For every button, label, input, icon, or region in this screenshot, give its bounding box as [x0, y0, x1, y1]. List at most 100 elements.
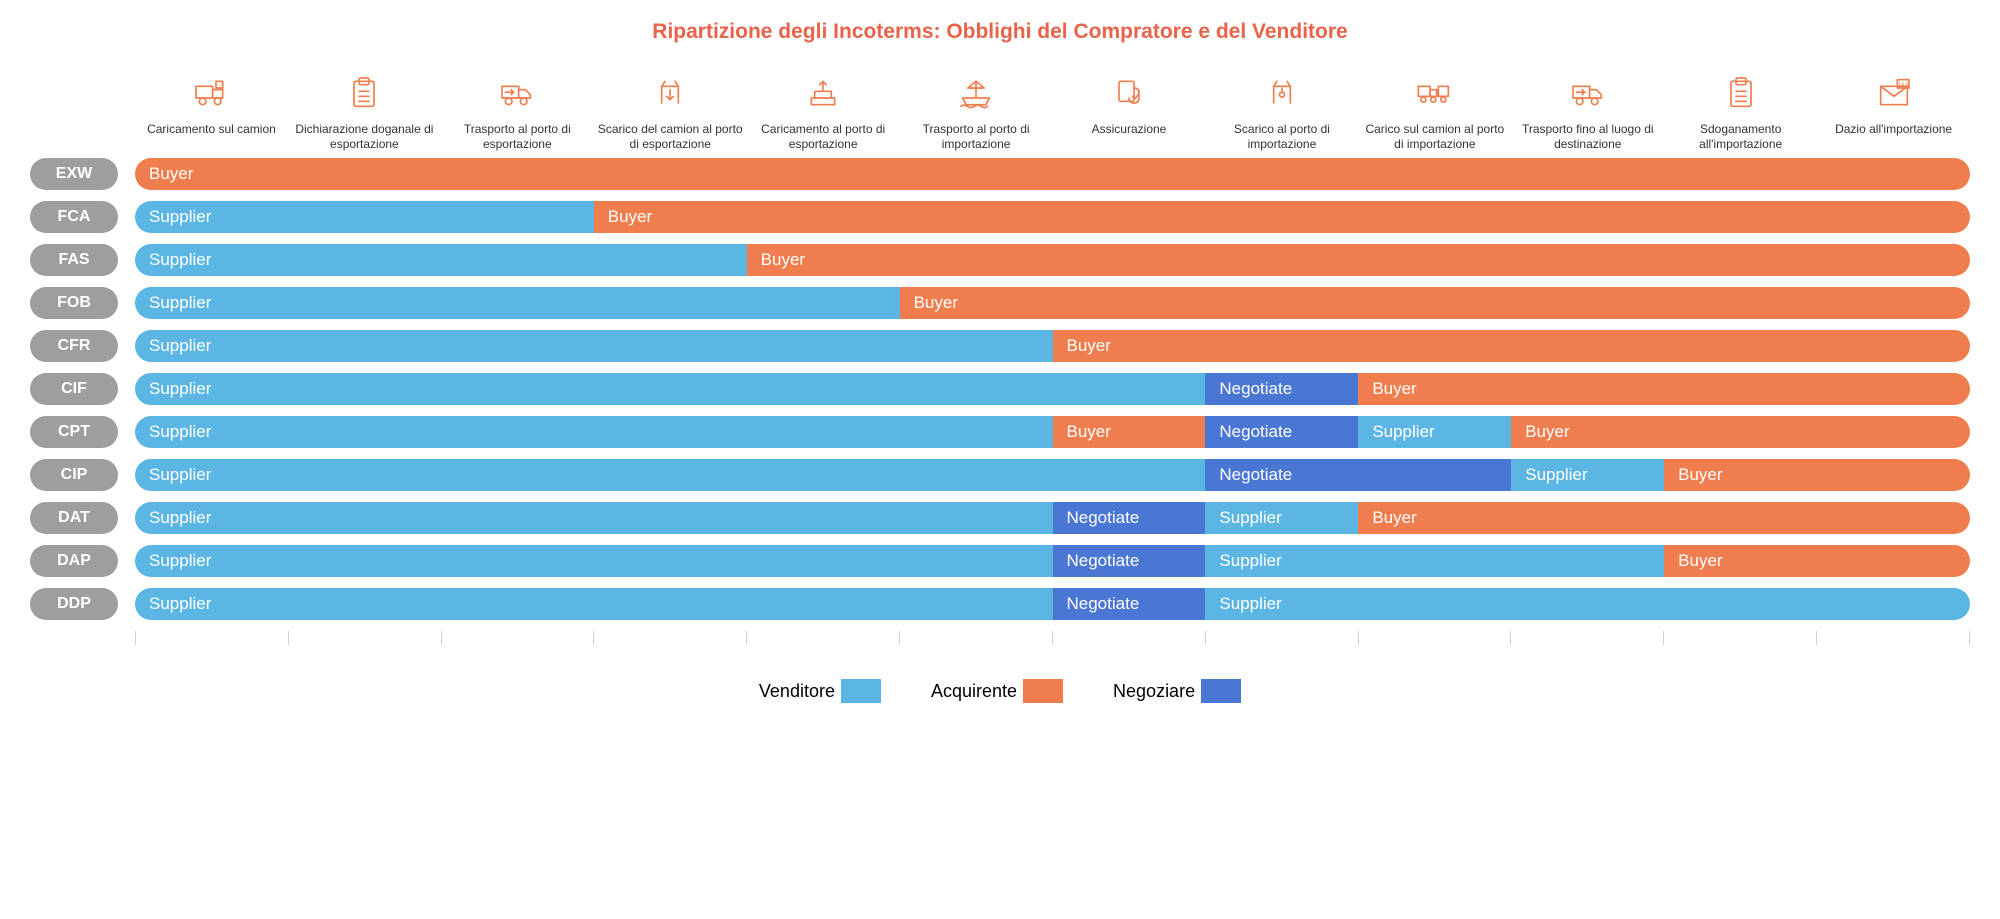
grid-tick — [1206, 631, 1359, 645]
bar-segment-supplier: Supplier — [135, 330, 1053, 362]
incoterm-bar: SupplierNegotiateBuyer — [135, 373, 1970, 405]
bar-segment-supplier: Supplier — [135, 545, 1053, 577]
legend-swatch — [1201, 679, 1241, 703]
legend-item-supplier: Venditore — [759, 679, 881, 703]
incoterm-label: EXW — [30, 158, 118, 190]
bar-segment-negotiate: Negotiate — [1205, 459, 1511, 491]
bar-segment-buyer: Buyer — [747, 244, 1970, 276]
incoterm-bar: SupplierNegotiateSupplierBuyer — [135, 502, 1970, 534]
grid-tick — [1664, 631, 1817, 645]
grid-tick — [1511, 631, 1664, 645]
legend-item-buyer: Acquirente — [931, 679, 1063, 703]
incoterm-bar: SupplierBuyer — [135, 201, 1970, 233]
incoterm-label: FCA — [30, 201, 118, 233]
incoterm-row: EXW Buyer — [30, 158, 1970, 190]
bar-segment-supplier: Supplier — [135, 373, 1205, 405]
bar-segment-supplier: Supplier — [135, 287, 900, 319]
bar-segment-supplier: Supplier — [135, 502, 1053, 534]
legend-swatch — [1023, 679, 1063, 703]
shield-check-icon — [1109, 72, 1149, 114]
incoterm-label: CIP — [30, 459, 118, 491]
incoterm-label: CIF — [30, 373, 118, 405]
incoterm-bar: SupplierBuyer — [135, 330, 1970, 362]
incoterm-label: DDP — [30, 588, 118, 620]
bar-segment-supplier: Supplier — [1205, 588, 1970, 620]
bar-segment-buyer: Buyer — [900, 287, 1970, 319]
bar-segment-supplier: Supplier — [135, 459, 1205, 491]
column-header-label: Caricamento al porto di esportazione — [751, 122, 896, 152]
grid-tick — [1053, 631, 1206, 645]
column-headers: Caricamento sul camion Dichiarazione doga… — [135, 72, 1970, 152]
bar-segment-supplier: Supplier — [1511, 459, 1664, 491]
truck-arrow-icon — [497, 72, 537, 114]
column-header-label: Sdoganamento all'importazione — [1668, 122, 1813, 152]
incoterm-bar: SupplierBuyerNegotiateSupplierBuyer — [135, 416, 1970, 448]
incoterm-bar: SupplierBuyer — [135, 287, 1970, 319]
incoterm-label: CPT — [30, 416, 118, 448]
column-header: Trasporto al porto di importazione — [900, 72, 1053, 152]
column-header-label: Caricamento sul camion — [147, 122, 276, 137]
legend: Venditore Acquirente Negoziare — [30, 679, 1970, 703]
grid-tick — [289, 631, 442, 645]
column-header: Trasporto fino al luogo di destinazione — [1511, 72, 1664, 152]
bar-segment-supplier: Supplier — [135, 588, 1053, 620]
legend-item-negotiate: Negoziare — [1113, 679, 1241, 703]
grid-tick — [1359, 631, 1512, 645]
incoterm-row: FASSupplierBuyer — [30, 244, 1970, 276]
bar-segment-buyer: Buyer — [1358, 373, 1970, 405]
column-header-label: Dazio all'importazione — [1835, 122, 1952, 137]
bar-segment-buyer: Buyer — [1053, 416, 1206, 448]
clipboard2-icon — [1721, 72, 1761, 114]
column-header: Carico sul camion al porto di importazio… — [1358, 72, 1511, 152]
column-header-label: Trasporto al porto di esportazione — [445, 122, 590, 152]
column-header-label: Assicurazione — [1092, 122, 1167, 137]
bar-segment-supplier: Supplier — [1205, 545, 1664, 577]
column-header-label: Scarico al porto di importazione — [1209, 122, 1354, 152]
bar-segment-supplier: Supplier — [1205, 502, 1358, 534]
bar-segment-buyer: Buyer — [1664, 459, 1970, 491]
incoterm-label: FOB — [30, 287, 118, 319]
bar-segment-buyer: Buyer — [1664, 545, 1970, 577]
legend-swatch — [841, 679, 881, 703]
bar-segment-buyer: Buyer — [594, 201, 1970, 233]
bar-segment-buyer: Buyer — [1358, 502, 1970, 534]
incoterm-label: FAS — [30, 244, 118, 276]
incoterm-row: FOB SupplierBuyer — [30, 287, 1970, 319]
column-header-label: Dichiarazione doganale di esportazione — [292, 122, 437, 152]
grid-tick — [442, 631, 595, 645]
incoterm-row: CPT SupplierBuyerNegotiateSupplierBuyer — [30, 416, 1970, 448]
grid-tick — [1817, 631, 1970, 645]
incoterm-row: DATSupplierNegotiateSupplierBuyer — [30, 502, 1970, 534]
incoterm-label: CFR — [30, 330, 118, 362]
incoterm-bar: Buyer — [135, 158, 1970, 190]
bar-segment-negotiate: Negotiate — [1053, 502, 1206, 534]
bar-segment-supplier: Supplier — [1358, 416, 1511, 448]
incoterm-label: DAT — [30, 502, 118, 534]
grid-tick — [594, 631, 747, 645]
column-header-label: Scarico del camion al porto di esportazi… — [598, 122, 743, 152]
column-header: Scarico del camion al porto di esportazi… — [594, 72, 747, 152]
column-header: Caricamento al porto di esportazione — [747, 72, 900, 152]
bar-segment-buyer: Buyer — [1053, 330, 1971, 362]
incoterm-row: FCA SupplierBuyer — [30, 201, 1970, 233]
column-header: TAX Dazio all'importazione — [1817, 72, 1970, 152]
column-header-label: Trasporto al porto di importazione — [904, 122, 1049, 152]
column-header: Scarico al porto di importazione — [1205, 72, 1358, 152]
truck-dest-icon — [1568, 72, 1608, 114]
column-header: Dichiarazione doganale di esportazione — [288, 72, 441, 152]
lift-down-icon — [650, 72, 690, 114]
column-header: Caricamento sul camion — [135, 72, 288, 152]
bar-segment-negotiate: Negotiate — [1053, 588, 1206, 620]
bar-segment-supplier: Supplier — [135, 201, 594, 233]
svg-text:TAX: TAX — [1897, 82, 1908, 88]
bar-segment-negotiate: Negotiate — [1053, 545, 1206, 577]
tax-envelope-icon: TAX — [1874, 72, 1914, 114]
incoterm-bar: SupplierNegotiateSupplierBuyer — [135, 459, 1970, 491]
column-header-label: Carico sul camion al porto di importazio… — [1362, 122, 1507, 152]
bar-segment-supplier: Supplier — [135, 416, 1053, 448]
truck-load-icon — [191, 72, 231, 114]
lift-up-icon — [1262, 72, 1302, 114]
incoterm-row: CIF SupplierNegotiateBuyer — [30, 373, 1970, 405]
incoterm-bar: SupplierNegotiateSupplier — [135, 588, 1970, 620]
ship-icon — [956, 72, 996, 114]
